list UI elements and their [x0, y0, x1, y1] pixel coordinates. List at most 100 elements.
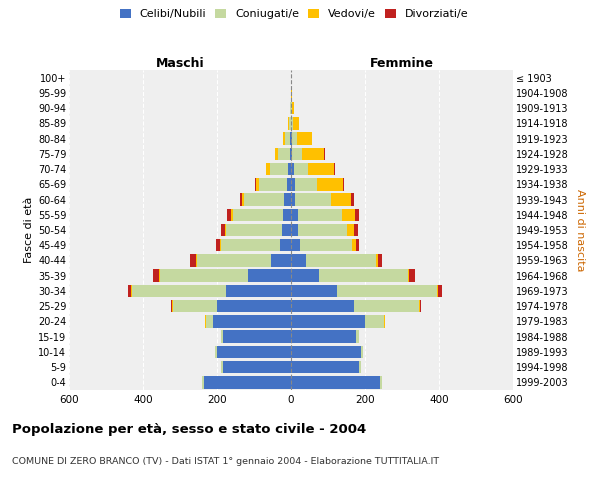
Bar: [354, 224, 358, 236]
Bar: [297, 132, 312, 145]
Bar: [290, 148, 291, 160]
Bar: [202, 376, 204, 388]
Bar: [291, 300, 354, 312]
Y-axis label: Anni di nascita: Anni di nascita: [575, 188, 585, 271]
Bar: [359, 361, 361, 374]
Bar: [291, 148, 292, 160]
Bar: [334, 163, 335, 175]
Bar: [292, 148, 302, 160]
Bar: [280, 239, 291, 252]
Bar: [226, 284, 291, 297]
Bar: [324, 148, 325, 160]
Bar: [291, 239, 300, 252]
Bar: [292, 132, 297, 145]
Bar: [221, 224, 225, 236]
Bar: [298, 208, 342, 221]
Bar: [290, 102, 291, 115]
Bar: [255, 178, 256, 190]
Bar: [291, 315, 365, 328]
Bar: [347, 224, 354, 236]
Bar: [437, 284, 438, 297]
Bar: [173, 300, 217, 312]
Bar: [271, 254, 291, 266]
Y-axis label: Fasce di età: Fasce di età: [23, 197, 34, 263]
Bar: [342, 208, 355, 221]
Bar: [378, 254, 382, 266]
Bar: [259, 178, 287, 190]
Bar: [306, 254, 376, 266]
Bar: [300, 239, 352, 252]
Bar: [266, 163, 269, 175]
Bar: [275, 148, 278, 160]
Bar: [287, 178, 291, 190]
Bar: [356, 239, 359, 252]
Bar: [215, 346, 217, 358]
Bar: [331, 194, 351, 206]
Bar: [354, 300, 419, 312]
Bar: [284, 194, 291, 206]
Bar: [291, 270, 319, 282]
Bar: [221, 361, 223, 374]
Bar: [291, 346, 361, 358]
Bar: [256, 178, 259, 190]
Bar: [225, 224, 226, 236]
Bar: [291, 102, 292, 115]
Bar: [231, 208, 233, 221]
Bar: [226, 224, 282, 236]
Bar: [298, 224, 347, 236]
Bar: [291, 330, 356, 343]
Bar: [291, 132, 292, 145]
Bar: [244, 194, 284, 206]
Bar: [287, 117, 289, 130]
Bar: [196, 254, 197, 266]
Bar: [288, 163, 291, 175]
Bar: [240, 194, 242, 206]
Bar: [407, 270, 409, 282]
Bar: [291, 254, 306, 266]
Bar: [383, 315, 385, 328]
Bar: [221, 239, 280, 252]
Bar: [171, 300, 172, 312]
Bar: [128, 284, 131, 297]
Bar: [283, 132, 285, 145]
Bar: [190, 254, 196, 266]
Bar: [220, 239, 221, 252]
Bar: [205, 315, 206, 328]
Text: COMUNE DI ZERO BRANCO (TV) - Dati ISTAT 1° gennaio 2004 - Elaborazione TUTTITALI: COMUNE DI ZERO BRANCO (TV) - Dati ISTAT …: [12, 458, 439, 466]
Bar: [217, 300, 291, 312]
Bar: [291, 178, 295, 190]
Bar: [291, 224, 298, 236]
Bar: [337, 284, 437, 297]
Bar: [361, 346, 363, 358]
Bar: [293, 117, 299, 130]
Bar: [285, 132, 290, 145]
Bar: [438, 284, 442, 297]
Bar: [352, 239, 356, 252]
Bar: [233, 208, 283, 221]
Bar: [291, 376, 380, 388]
Bar: [172, 300, 173, 312]
Text: Maschi: Maschi: [155, 57, 205, 70]
Text: Popolazione per età, sesso e stato civile - 2004: Popolazione per età, sesso e stato civil…: [12, 422, 366, 436]
Bar: [282, 224, 291, 236]
Bar: [223, 361, 291, 374]
Bar: [290, 132, 291, 145]
Bar: [227, 208, 231, 221]
Bar: [132, 284, 226, 297]
Bar: [292, 117, 293, 130]
Bar: [302, 148, 324, 160]
Bar: [269, 163, 288, 175]
Bar: [159, 270, 160, 282]
Bar: [217, 346, 291, 358]
Bar: [420, 300, 421, 312]
Bar: [343, 178, 344, 190]
Legend: Celibi/Nubili, Coniugati/e, Vedovi/e, Divorziati/e: Celibi/Nubili, Coniugati/e, Vedovi/e, Di…: [116, 6, 472, 22]
Bar: [197, 254, 271, 266]
Bar: [365, 315, 383, 328]
Bar: [131, 284, 132, 297]
Bar: [355, 208, 359, 221]
Bar: [283, 208, 291, 221]
Bar: [291, 284, 337, 297]
Bar: [308, 163, 334, 175]
Bar: [419, 300, 420, 312]
